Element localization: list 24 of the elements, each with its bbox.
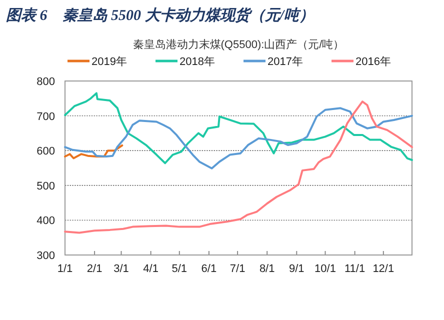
y-tick-label: 300 bbox=[36, 250, 55, 262]
y-tick-label: 800 bbox=[36, 76, 55, 88]
x-tick-label: 4/1 bbox=[143, 263, 158, 275]
y-tick-label: 700 bbox=[36, 110, 55, 123]
y-tick-label: 500 bbox=[36, 180, 55, 192]
x-tick-label: 5/1 bbox=[172, 263, 188, 275]
legend-label: 2017年 bbox=[268, 56, 303, 68]
x-tick-label: 7/1 bbox=[230, 263, 246, 275]
y-tick-label: 600 bbox=[36, 146, 55, 158]
legend-label: 2016年 bbox=[356, 56, 391, 68]
x-tick-label: 2/1 bbox=[86, 263, 102, 275]
x-tick-label: 8/1 bbox=[259, 263, 275, 275]
chart-title: 图表 6 秦皇岛 5500 大卡动力煤现货（元/吨） bbox=[6, 7, 314, 24]
legend-label: 2018年 bbox=[180, 56, 215, 68]
x-tick-label: 6/1 bbox=[201, 263, 217, 275]
x-tick-label: 12/1 bbox=[372, 263, 394, 275]
x-tick-label: 10/1 bbox=[314, 263, 336, 275]
y-tick-label: 400 bbox=[36, 215, 55, 228]
x-tick-label: 11/1 bbox=[344, 263, 366, 275]
x-tick-label: 9/1 bbox=[289, 263, 304, 275]
chart-subtitle: 秦皇岛港动力末煤(Q5500):山西产（元/吨） bbox=[132, 38, 344, 51]
x-tick-label: 1/1 bbox=[57, 263, 73, 275]
legend-label: 2019年 bbox=[92, 56, 127, 68]
x-tick-label: 3/1 bbox=[114, 263, 129, 275]
